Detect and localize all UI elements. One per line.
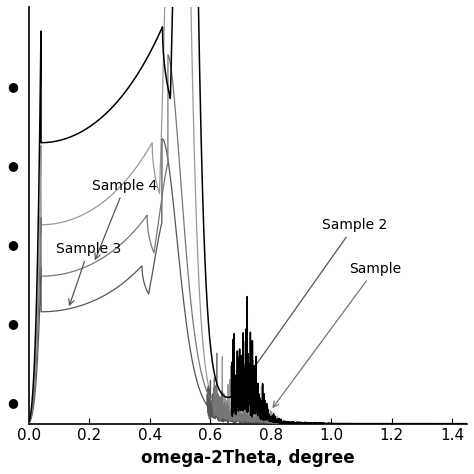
Text: Sample 3: Sample 3 bbox=[56, 242, 121, 305]
Text: ●: ● bbox=[7, 80, 18, 92]
Text: Sample 4: Sample 4 bbox=[92, 179, 158, 259]
Text: ●: ● bbox=[7, 238, 18, 251]
Text: ●: ● bbox=[7, 317, 18, 330]
X-axis label: omega-2Theta, degree: omega-2Theta, degree bbox=[141, 449, 355, 467]
Text: Sample 2: Sample 2 bbox=[249, 218, 387, 375]
Text: Sample: Sample bbox=[273, 262, 401, 407]
Text: Critical angle: Critical angle bbox=[0, 473, 1, 474]
Text: ●: ● bbox=[7, 396, 18, 410]
Text: ●: ● bbox=[7, 159, 18, 172]
